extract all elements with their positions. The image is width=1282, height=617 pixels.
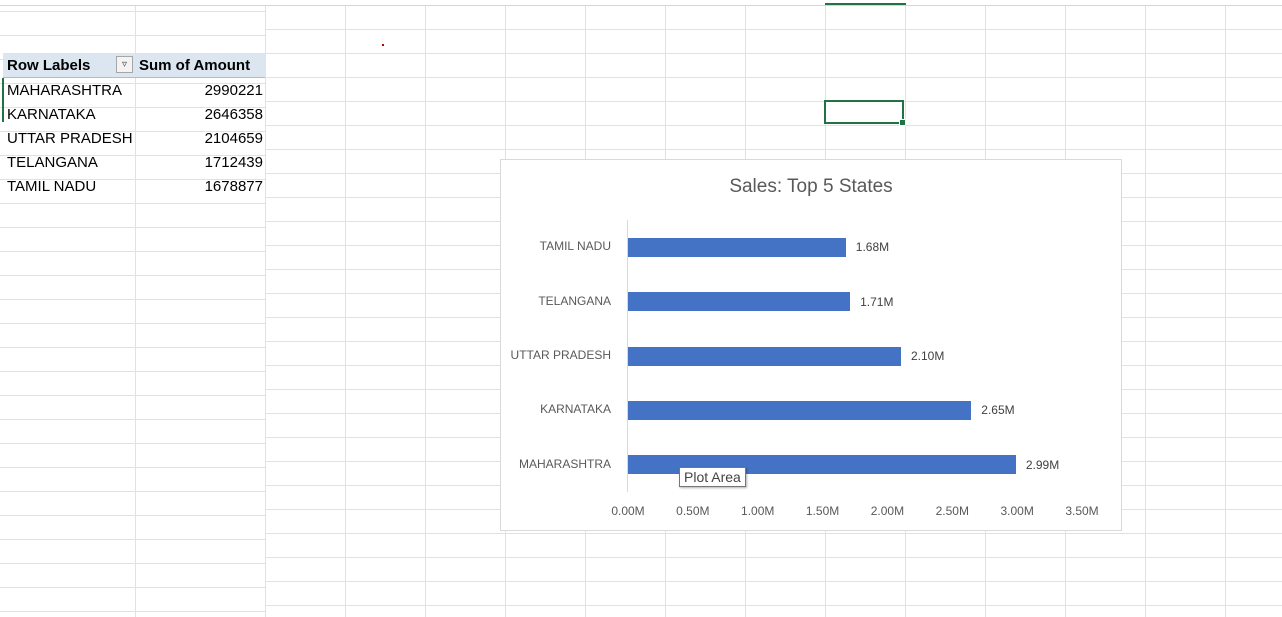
x-tick-label: 1.00M	[741, 504, 775, 518]
pivot-row-label: TAMIL NADU	[7, 178, 97, 195]
row-labels-header[interactable]: Row Labels	[7, 57, 91, 74]
column-divider	[135, 6, 136, 617]
category-label: KARNATAKA	[540, 402, 611, 417]
category-label: TAMIL NADU	[539, 239, 611, 254]
fill-handle[interactable]	[899, 119, 906, 126]
pivot-row-value: 2646358	[204, 106, 263, 123]
pivot-row-value: 2104659	[204, 130, 263, 147]
bar[interactable]	[628, 237, 846, 257]
columns-a-b[interactable]	[0, 6, 266, 617]
x-tick-label: 3.50M	[1065, 504, 1099, 518]
bar[interactable]	[628, 400, 972, 420]
data-label[interactable]: 2.10M	[911, 349, 945, 363]
bar[interactable]	[628, 292, 851, 312]
row-selection-marker	[2, 78, 4, 122]
column-header-edge	[0, 0, 1282, 6]
category-label: TELANGANA	[538, 293, 611, 308]
category-label: MAHARASHTRA	[518, 456, 611, 471]
filter-sort-icon[interactable]: ▿	[116, 56, 133, 73]
x-tick-label: 0.00M	[611, 504, 645, 518]
data-label[interactable]: 2.99M	[1025, 457, 1060, 472]
pivot-row[interactable]: KARNATAKA 2646358	[3, 102, 265, 126]
pivot-row-value: 1678877	[204, 178, 263, 195]
comment-marker	[382, 44, 384, 46]
pivot-row-value: 2990221	[204, 82, 263, 99]
x-tick-label: 3.00M	[1000, 504, 1034, 518]
category-label: UTTAR PRADESH	[510, 348, 611, 362]
pivot-row-value: 1712439	[204, 154, 263, 171]
x-tick-label: 2.00M	[870, 504, 905, 518]
pivot-row-label: KARNATAKA	[7, 106, 96, 123]
x-tick-label: 2.50M	[935, 504, 969, 518]
pivot-row-label: TELANGANA	[7, 154, 98, 171]
pivot-row[interactable]: MAHARASHTRA 2990221	[3, 78, 265, 102]
sum-of-amount-header[interactable]: Sum of Amount	[139, 57, 251, 74]
chart-title[interactable]: Sales: Top 5 States	[729, 176, 893, 197]
active-cell[interactable]	[824, 100, 906, 126]
data-label[interactable]: 1.68M	[855, 240, 890, 255]
x-tick-label: 1.50M	[805, 504, 840, 518]
bar[interactable]	[628, 346, 901, 366]
bar-chart[interactable]: Sales: Top 5 States TAMIL NADU 1.68M TELAN…	[500, 159, 1122, 531]
plot-area-tooltip: Plot Area	[679, 467, 746, 487]
pivot-row[interactable]: UTTAR PRADESH 2104659	[3, 126, 265, 150]
active-column-indicator	[825, 3, 906, 5]
pivot-row[interactable]: TAMIL NADU 1678877	[3, 174, 265, 198]
pivot-row-label: MAHARASHTRA	[7, 82, 123, 99]
pivot-header-row: Row Labels ▿ Sum of Amount	[3, 53, 265, 78]
pivot-row[interactable]: TELANGANA 1712439	[3, 150, 265, 174]
pivot-table[interactable]: Row Labels ▿ Sum of Amount MAHARASHTRA 2…	[3, 53, 265, 198]
category-axis-line	[627, 220, 628, 492]
pivot-row-label: UTTAR PRADESH	[7, 130, 133, 147]
data-label[interactable]: 2.65M	[981, 403, 1015, 418]
data-label[interactable]: 1.71M	[860, 294, 894, 309]
x-tick-label: 0.50M	[676, 504, 710, 518]
